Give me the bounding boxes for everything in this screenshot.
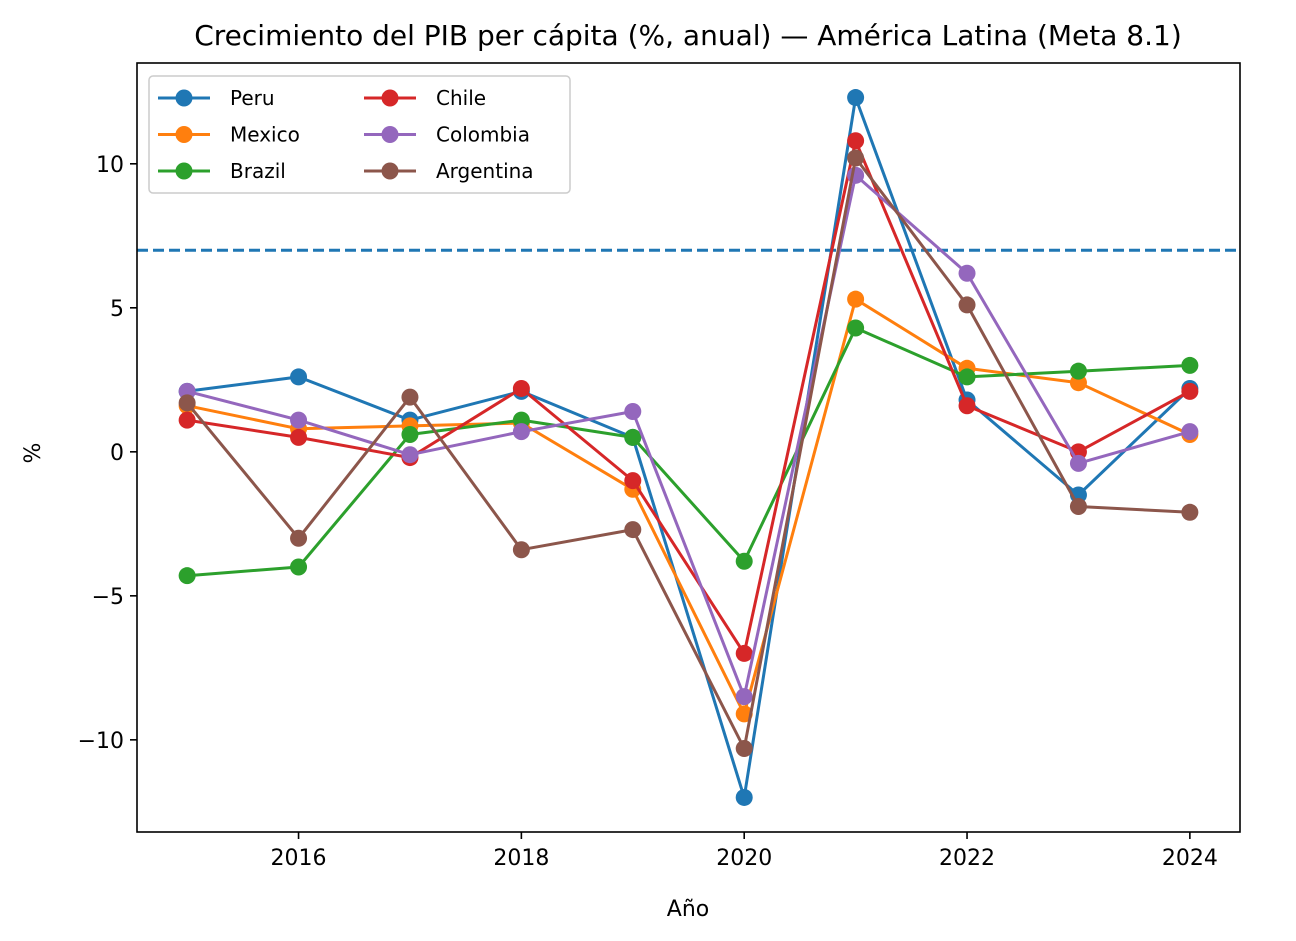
data-point-peru-2021 <box>847 89 865 107</box>
data-point-colombia-2017 <box>401 446 419 464</box>
data-point-chile-2015 <box>178 411 196 429</box>
data-point-brazil-2019 <box>624 428 642 446</box>
legend-marker-argentina <box>381 162 399 180</box>
data-point-argentina-2018 <box>512 541 530 559</box>
data-point-colombia-2019 <box>624 402 642 420</box>
legend-marker-peru <box>175 89 193 107</box>
data-point-brazil-2021 <box>847 319 865 337</box>
data-point-argentina-2022 <box>958 296 976 314</box>
data-point-chile-2022 <box>958 397 976 415</box>
data-point-argentina-2015 <box>178 394 196 412</box>
data-point-chile-2021 <box>847 132 865 150</box>
data-point-chile-2018 <box>512 379 530 397</box>
legend-label-mexico: Mexico <box>230 123 300 147</box>
chart-title: Crecimiento del PIB per cápita (%, anual… <box>194 19 1182 52</box>
plot-area <box>137 89 1240 806</box>
data-point-brazil-2016 <box>290 558 308 576</box>
legend-box <box>148 75 571 194</box>
data-point-colombia-2021 <box>847 166 865 184</box>
x-tick-label-2022: 2022 <box>939 846 995 871</box>
data-point-argentina-2024 <box>1181 503 1199 521</box>
data-point-chile-2020 <box>735 644 753 662</box>
data-point-mexico-2021 <box>847 290 865 308</box>
x-axis-title: Año <box>667 897 709 922</box>
data-point-chile-2024 <box>1181 382 1199 400</box>
data-point-argentina-2023 <box>1069 498 1087 516</box>
y-tick-label-10: 10 <box>96 153 124 178</box>
data-point-brazil-2015 <box>178 567 196 585</box>
legend-label-peru: Peru <box>230 86 275 110</box>
series-line-brazil <box>186 326 1190 578</box>
y-tick-label-5: 5 <box>110 297 124 322</box>
data-point-colombia-2024 <box>1181 423 1199 441</box>
data-point-argentina-2020 <box>735 739 753 757</box>
data-point-chile-2019 <box>624 472 642 490</box>
data-point-colombia-2016 <box>290 411 308 429</box>
data-point-brazil-2020 <box>735 552 753 570</box>
data-point-argentina-2017 <box>401 388 419 406</box>
data-point-colombia-2023 <box>1069 454 1087 472</box>
data-point-brazil-2023 <box>1069 362 1087 380</box>
data-point-brazil-2024 <box>1181 356 1199 374</box>
data-point-peru-2016 <box>290 368 308 386</box>
x-tick-label-2024: 2024 <box>1162 846 1218 871</box>
data-point-peru-2020 <box>735 788 753 806</box>
legend: Peru Mexico Brazil Chile Colombia Argentina <box>148 75 571 194</box>
legend-marker-brazil <box>175 162 193 180</box>
legend-label-brazil: Brazil <box>230 159 286 183</box>
series-line-argentina <box>185 156 1190 750</box>
legend-label-chile: Chile <box>436 86 486 110</box>
data-point-argentina-2019 <box>624 521 642 539</box>
legend-marker-colombia <box>381 126 399 143</box>
data-point-chile-2016 <box>290 428 308 446</box>
data-point-argentina-2016 <box>290 529 308 547</box>
axes: 2016 2018 2020 2022 2024 −10 −5 0 5 10 <box>78 62 1241 871</box>
y-tick-label--10: −10 <box>78 729 124 754</box>
data-point-colombia-2018 <box>512 423 530 441</box>
legend-marker-mexico <box>175 126 193 143</box>
data-point-argentina-2021 <box>847 149 865 167</box>
data-point-brazil-2022 <box>958 368 976 386</box>
axes-frame <box>136 62 1241 833</box>
legend-label-argentina: Argentina <box>436 159 534 183</box>
legend-label-colombia: Colombia <box>436 123 530 147</box>
y-tick-label--5: −5 <box>92 585 124 610</box>
y-tick-label-0: 0 <box>110 441 124 466</box>
series-line-colombia <box>186 173 1191 699</box>
series-line-chile <box>186 139 1191 655</box>
series-line-peru <box>186 96 1191 799</box>
x-tick-label-2016: 2016 <box>271 846 327 871</box>
data-point-brazil-2017 <box>401 426 419 444</box>
x-tick-label-2020: 2020 <box>716 846 772 871</box>
data-point-colombia-2022 <box>958 264 976 282</box>
data-point-colombia-2020 <box>735 688 753 706</box>
y-axis-title: % <box>21 443 46 464</box>
x-tick-label-2018: 2018 <box>493 846 549 871</box>
legend-marker-chile <box>381 89 399 107</box>
